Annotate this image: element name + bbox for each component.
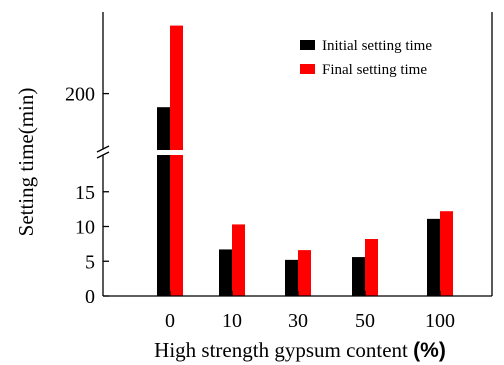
bar-initial-setting-time-50 [352, 257, 365, 296]
legend-label-final-setting-time: Final setting time [322, 62, 427, 78]
bar-final-setting-time-10 [232, 224, 245, 296]
x-axis-title: High strength gypsum content (%) [154, 338, 446, 362]
legend: Initial setting time Final setting time [300, 38, 432, 78]
y-tick-label-200: 200 [65, 84, 95, 106]
x-tick-label-30: 30 [288, 310, 308, 332]
y-tick-label-5: 5 [85, 251, 95, 273]
axis-break-gap [91, 150, 201, 155]
legend-swatch-initial-setting-time [300, 40, 315, 50]
bar-final-setting-time-0-upper [170, 25, 183, 153]
x-axis-title-text: High strength gypsum content [154, 338, 413, 362]
tick-labels-group: 0 10 30 50 100 0 5 10 15 200 [65, 84, 455, 332]
legend-swatch-final-setting-time [300, 64, 315, 74]
y-tick-label-0: 0 [85, 286, 95, 308]
bar-final-setting-time-0-lower [170, 153, 183, 296]
x-tick-label-100: 100 [425, 310, 455, 332]
axis-break-mark-upper [96, 145, 110, 153]
axes-group [96, 12, 493, 297]
y-tick-label-10: 10 [75, 217, 95, 239]
x-tick-label-10: 10 [222, 310, 242, 332]
bar-initial-setting-time-100 [427, 218, 440, 296]
bar-final-setting-time-50 [365, 239, 378, 296]
x-tick-label-0: 0 [165, 310, 175, 332]
y-axis-title: Setting time(min) [14, 88, 38, 237]
bar-final-setting-time-100 [440, 211, 453, 296]
bar-initial-setting-time-0-lower [157, 153, 170, 296]
y-tick-label-15: 15 [75, 182, 95, 204]
legend-label-initial-setting-time: Initial setting time [322, 38, 432, 54]
x-tick-label-50: 50 [355, 310, 375, 332]
axis-break-mark-lower [96, 151, 110, 159]
bar-initial-setting-time-30 [285, 259, 298, 296]
bars-group [91, 25, 453, 296]
bar-final-setting-time-30 [298, 250, 311, 296]
bar-initial-setting-time-0-upper [157, 107, 170, 152]
x-axis-unit: (%) [413, 339, 446, 362]
bar-initial-setting-time-10 [219, 249, 232, 296]
